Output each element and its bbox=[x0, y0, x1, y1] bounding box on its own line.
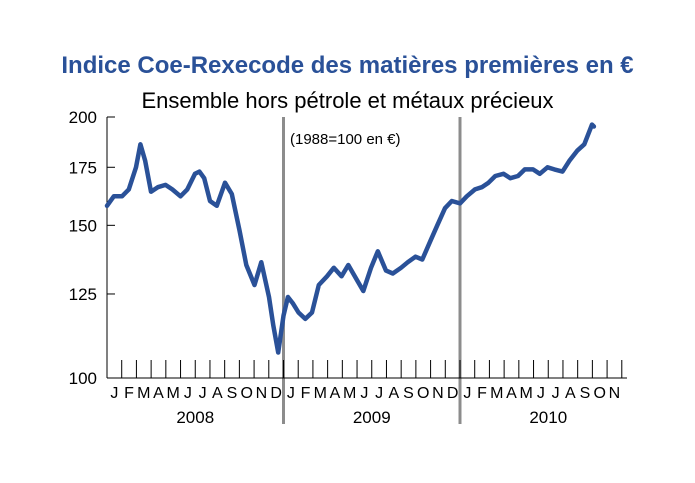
month-label: J bbox=[463, 385, 471, 402]
plot-frame bbox=[106, 117, 627, 379]
month-label: M bbox=[314, 385, 327, 402]
month-label: J bbox=[287, 385, 295, 402]
year-label: 2009 bbox=[353, 408, 391, 427]
month-label: O bbox=[241, 385, 253, 402]
month-label: A bbox=[506, 385, 517, 402]
month-label: M bbox=[137, 385, 150, 402]
month-label: N bbox=[432, 385, 444, 402]
month-label: J bbox=[199, 385, 207, 402]
y-tick-label: 125 bbox=[69, 285, 97, 304]
month-label: J bbox=[184, 385, 192, 402]
chart-title: Indice Coe-Rexecode des matières premièr… bbox=[61, 52, 634, 79]
month-label: A bbox=[330, 385, 341, 402]
y-tick-label: 150 bbox=[69, 216, 97, 235]
month-label: M bbox=[167, 385, 180, 402]
month-label: A bbox=[153, 385, 164, 402]
month-label: N bbox=[609, 385, 621, 402]
month-label: F bbox=[301, 385, 311, 402]
month-label: F bbox=[124, 385, 134, 402]
month-label: D bbox=[270, 385, 282, 402]
month-label: A bbox=[565, 385, 576, 402]
month-label: M bbox=[520, 385, 533, 402]
month-label: S bbox=[403, 385, 414, 402]
month-label: O bbox=[417, 385, 429, 402]
month-label: A bbox=[212, 385, 223, 402]
y-tick-label: 200 bbox=[69, 108, 97, 127]
month-label: O bbox=[594, 385, 606, 402]
month-label: J bbox=[552, 385, 560, 402]
month-label: J bbox=[375, 385, 383, 402]
month-label: D bbox=[447, 385, 459, 402]
month-label: F bbox=[477, 385, 487, 402]
chart-annotation: (1988=100 en €) bbox=[290, 131, 401, 148]
month-label: N bbox=[256, 385, 268, 402]
month-label: J bbox=[537, 385, 545, 402]
year-label: 2010 bbox=[529, 408, 567, 427]
month-label: S bbox=[580, 385, 591, 402]
y-tick-label: 100 bbox=[69, 369, 97, 388]
year-label: 2008 bbox=[176, 408, 214, 427]
month-label: J bbox=[360, 385, 368, 402]
chart-subtitle: Ensemble hors pétrole et métaux précieux bbox=[141, 88, 554, 113]
month-label: S bbox=[227, 385, 238, 402]
y-tick-label: 175 bbox=[69, 158, 97, 177]
month-label: M bbox=[343, 385, 356, 402]
y-ticks: 100 125 150 175 200 bbox=[69, 108, 115, 388]
month-label: A bbox=[388, 385, 399, 402]
month-label: J bbox=[110, 385, 118, 402]
series-line bbox=[104, 122, 597, 355]
month-label: M bbox=[490, 385, 503, 402]
